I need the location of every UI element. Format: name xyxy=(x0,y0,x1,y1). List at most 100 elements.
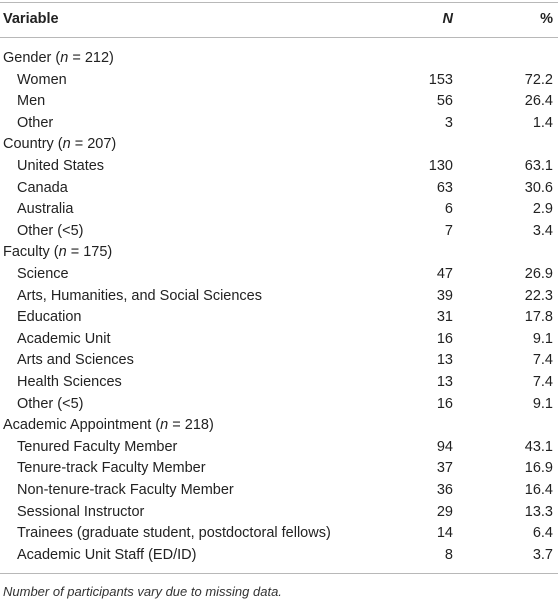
variable-cell: Education xyxy=(17,309,82,326)
variable-cell: United States xyxy=(17,158,105,174)
label-part: n xyxy=(60,50,69,66)
percent-cell: 30.6 xyxy=(524,179,553,196)
variable-cell: Science xyxy=(17,266,69,282)
header-rule xyxy=(0,37,558,38)
label-part: n xyxy=(58,244,67,261)
n-cell: 16 xyxy=(436,395,453,412)
percent-cell: 26.9 xyxy=(524,266,553,282)
n-cell: 94 xyxy=(436,438,453,455)
data-row: Non-tenure-track Faculty Member 36 16.4 xyxy=(0,480,558,502)
data-row: Academic Unit 16 9.1 xyxy=(0,329,558,351)
n-cell: 37 xyxy=(436,460,453,477)
data-row: Education 31 17.8 xyxy=(0,307,558,329)
n-cell: 8 xyxy=(444,546,453,563)
percent-cell: 9.1 xyxy=(532,395,553,412)
table-note: Number of participants vary due to missi… xyxy=(3,584,282,599)
n-cell: 16 xyxy=(436,330,453,347)
n-cell: 29 xyxy=(436,503,453,520)
data-row: Tenure-track Faculty Member 37 16.9 xyxy=(0,458,558,480)
percent-cell: 26.4 xyxy=(524,93,553,110)
group-label: Faculty (n = 175) xyxy=(3,242,112,264)
n-cell: 63 xyxy=(436,179,453,196)
data-row: Canada 63 30.6 xyxy=(0,178,558,200)
n-cell: 31 xyxy=(436,309,453,326)
percent-cell: 13.3 xyxy=(524,503,553,520)
percent-cell: 22.3 xyxy=(524,287,553,304)
variable-cell: Non-tenure-track Faculty Member xyxy=(17,482,234,498)
data-row: Arts and Sciences 13 7.4 xyxy=(0,350,558,372)
label-part: = 207) xyxy=(70,136,117,153)
data-row: Men 56 26.4 xyxy=(0,91,558,113)
group-row: Gender (n = 212) xyxy=(0,48,558,70)
variable-cell: Canada xyxy=(17,179,68,196)
label-part: Faculty ( xyxy=(3,244,59,261)
n-cell: 39 xyxy=(436,287,453,304)
group-row: Faculty (n = 175) xyxy=(0,242,558,264)
n-cell: 14 xyxy=(436,525,453,542)
label-part: Country ( xyxy=(3,136,63,153)
data-row: United States 130 63.1 xyxy=(0,156,558,178)
label-part: n xyxy=(62,136,71,153)
variable-cell: Sessional Instructor xyxy=(17,503,145,520)
variable-cell: Women xyxy=(17,71,67,88)
percent-cell: 63.1 xyxy=(524,158,553,174)
group-label: Country (n = 207) xyxy=(3,134,116,156)
label-part: n xyxy=(160,417,169,434)
n-cell: 13 xyxy=(436,352,453,369)
variable-cell: Other xyxy=(17,114,54,131)
percent-cell: 2.9 xyxy=(532,201,553,218)
percent-cell: 6.4 xyxy=(532,525,553,542)
label-part: Academic Appointment ( xyxy=(3,417,161,434)
data-row: Academic Unit Staff (ED/ID) 8 3.7 xyxy=(0,545,558,567)
group-label: Gender (n = 212) xyxy=(3,48,114,70)
header-cell: Variable xyxy=(3,11,59,27)
variable-cell: Other (<5) xyxy=(17,395,84,412)
percent-cell: 3.4 xyxy=(532,222,553,239)
variable-cell: Academic Unit Staff (ED/ID) xyxy=(17,546,197,563)
bottom-rule xyxy=(0,573,558,574)
n-cell: 6 xyxy=(444,201,453,218)
n-cell: 47 xyxy=(436,266,453,282)
data-row: Trainees (graduate student, postdoctoral… xyxy=(0,523,558,545)
n-cell: 7 xyxy=(444,222,453,239)
variable-cell: Health Sciences xyxy=(17,374,122,390)
variable-cell: Australia xyxy=(17,201,74,218)
percent-cell: 72.2 xyxy=(524,71,553,88)
header-row: Variable N % xyxy=(0,3,558,36)
group-row: Academic Appointment (n = 218) xyxy=(0,415,558,437)
n-cell: 3 xyxy=(444,114,453,131)
label-part: = 212) xyxy=(68,50,114,66)
variable-cell: Tenured Faculty Member xyxy=(17,438,178,455)
data-row: Tenured Faculty Member 94 43.1 xyxy=(0,437,558,459)
group-label: Academic Appointment (n = 218) xyxy=(3,415,214,437)
percent-cell: 16.9 xyxy=(524,460,553,477)
top-rule xyxy=(0,2,558,3)
variable-cell: Trainees (graduate student, postdoctoral… xyxy=(17,525,331,542)
variable-cell: Academic Unit xyxy=(17,330,111,347)
n-cell: 36 xyxy=(436,482,453,498)
data-row: Sessional Instructor 29 13.3 xyxy=(0,502,558,524)
percent-cell: 43.1 xyxy=(524,438,553,455)
percent-cell: 9.1 xyxy=(532,330,553,347)
n-cell: 56 xyxy=(436,93,453,110)
data-row: Science 47 26.9 xyxy=(0,264,558,286)
data-row: Arts, Humanities, and Social Sciences 39 2… xyxy=(0,286,558,308)
n-cell: 130 xyxy=(428,158,453,174)
percent-cell: 17.8 xyxy=(524,309,553,326)
percent-cell: 3.7 xyxy=(532,546,553,563)
n-cell: 153 xyxy=(428,71,453,88)
variable-cell: Arts and Sciences xyxy=(17,352,134,369)
label-part: = 218) xyxy=(168,417,214,434)
group-row: Country (n = 207) xyxy=(0,134,558,156)
variable-cell: Other (<5) xyxy=(17,222,84,239)
header-cell: N xyxy=(442,11,453,27)
data-row: Other 3 1.4 xyxy=(0,113,558,135)
data-row: Australia 6 2.9 xyxy=(0,199,558,221)
percent-cell: 1.4 xyxy=(532,114,553,131)
label-part: = 175) xyxy=(66,244,113,261)
data-row: Other (<5) 16 9.1 xyxy=(0,394,558,416)
header-cell: % xyxy=(540,11,553,27)
variable-cell: Men xyxy=(17,93,46,110)
data-row: Health Sciences 13 7.4 xyxy=(0,372,558,394)
